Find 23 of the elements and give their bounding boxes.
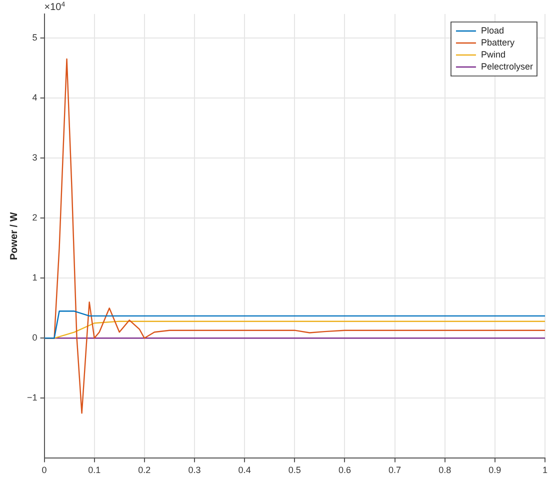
legend-label: Pbattery <box>480 37 515 48</box>
y-tick-label: 3 <box>32 152 38 163</box>
y-axis-title: Power / W <box>8 212 20 260</box>
y-tick-label: 4 <box>32 92 38 103</box>
x-tick-label: 0.1 <box>88 465 101 476</box>
y-tick-label: −1 <box>26 392 38 403</box>
y-tick-label: 2 <box>32 212 38 223</box>
x-tick-label: 0.2 <box>138 465 151 476</box>
x-tick-label: 0.5 <box>288 465 301 476</box>
x-tick-label: 0 <box>42 465 47 476</box>
y-tick-label: 5 <box>32 32 38 42</box>
y-tick-label: 1 <box>32 272 38 283</box>
x-tick-label: 0.8 <box>438 465 452 476</box>
legend-label: Pwind <box>480 49 506 60</box>
legend-label: Pelectrolyser <box>480 61 534 72</box>
x-tick-label: 1 <box>542 465 548 476</box>
legend-label: Pload <box>480 25 504 36</box>
y-tick-label: 0 <box>32 332 38 343</box>
x-tick-label: 0.6 <box>338 465 351 476</box>
x-tick-label: 0.3 <box>188 465 201 476</box>
x-tick-label: 0.7 <box>388 465 402 476</box>
x-tick-label: 0.9 <box>488 465 502 476</box>
x-tick-label: 0.4 <box>238 465 251 476</box>
